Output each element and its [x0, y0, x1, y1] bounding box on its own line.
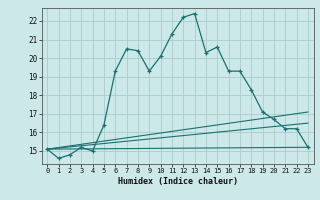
- X-axis label: Humidex (Indice chaleur): Humidex (Indice chaleur): [118, 177, 237, 186]
